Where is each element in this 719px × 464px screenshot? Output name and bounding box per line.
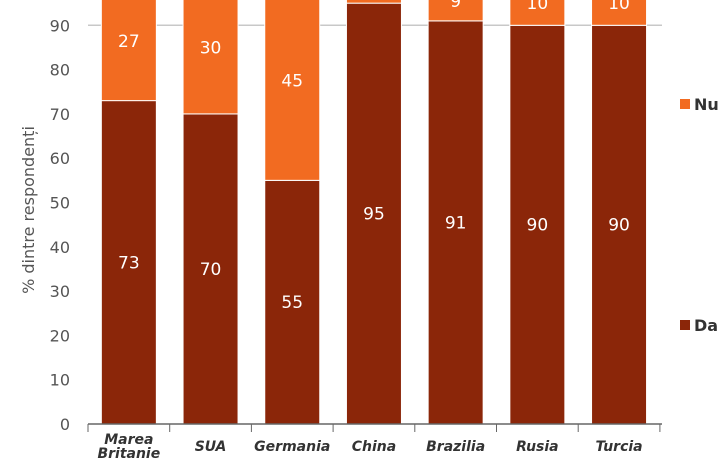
data-label: 10 <box>527 0 549 14</box>
y-tick-label: 70 <box>50 105 70 124</box>
bar-nu <box>264 0 321 181</box>
data-label: 30 <box>200 38 222 58</box>
data-label: 70 <box>200 260 222 280</box>
x-tick-label-line: Turcia <box>595 439 642 455</box>
bar-nu <box>427 0 484 22</box>
data-label: 5 <box>369 0 380 3</box>
x-tick-label-line: Britanie <box>97 446 160 462</box>
data-label: 90 <box>527 216 549 236</box>
data-label: 73 <box>118 253 140 273</box>
y-tick-label: 30 <box>50 282 70 301</box>
bar-nu <box>100 0 157 102</box>
bar-da <box>182 113 239 425</box>
y-tick-label: 10 <box>50 371 70 390</box>
x-tick-label-line: Rusia <box>516 439 559 455</box>
x-tick-label-line: Brazilia <box>426 439 485 455</box>
x-tick-label: Rusia <box>516 439 559 455</box>
data-label: 55 <box>281 293 303 313</box>
x-tick-label: China <box>352 439 396 455</box>
bar-nu <box>182 0 239 115</box>
bar-nu <box>509 0 566 26</box>
x-tick-label: Turcia <box>595 439 642 455</box>
data-label: 45 <box>281 72 303 92</box>
bar-da <box>427 20 484 425</box>
y-tick-label: 60 <box>50 149 70 168</box>
y-axis-label: % dintre respondenți <box>19 126 38 294</box>
legend-swatch-da <box>680 320 690 330</box>
bar-da <box>345 2 402 425</box>
x-tick-label: Marea Britanie <box>97 432 160 462</box>
x-tick-label: SUA <box>195 439 227 455</box>
x-tick-label: Brazilia <box>426 439 485 455</box>
y-tick-label: 20 <box>50 326 70 345</box>
data-label: 27 <box>118 32 140 52</box>
legend-label-nu: Nu <box>694 95 719 114</box>
y-tick-label: 0 <box>60 415 70 434</box>
y-tick-label: 90 <box>50 16 70 35</box>
data-label: 91 <box>445 213 467 233</box>
bar-da <box>509 24 566 425</box>
data-label: 9 <box>450 0 461 12</box>
y-tick-label: 40 <box>50 238 70 257</box>
x-tick-label-line: China <box>352 439 396 455</box>
y-tick-label: 80 <box>50 61 70 80</box>
x-tick-label-line: SUA <box>195 439 227 455</box>
legend-swatch-nu <box>680 99 690 109</box>
x-tick-label: Germania <box>254 439 330 455</box>
bar-nu <box>591 0 648 26</box>
data-label: 90 <box>608 216 630 236</box>
y-tick-label: 50 <box>50 194 70 213</box>
data-label: 10 <box>608 0 630 14</box>
data-label: 95 <box>363 205 385 225</box>
x-tick-label-line: Germania <box>254 439 330 455</box>
x-tick-label-line: Marea <box>104 432 153 448</box>
bar-da <box>264 179 321 425</box>
bar-nu <box>345 0 402 4</box>
legend-label-da: Da <box>694 316 718 335</box>
bar-da <box>591 24 648 425</box>
